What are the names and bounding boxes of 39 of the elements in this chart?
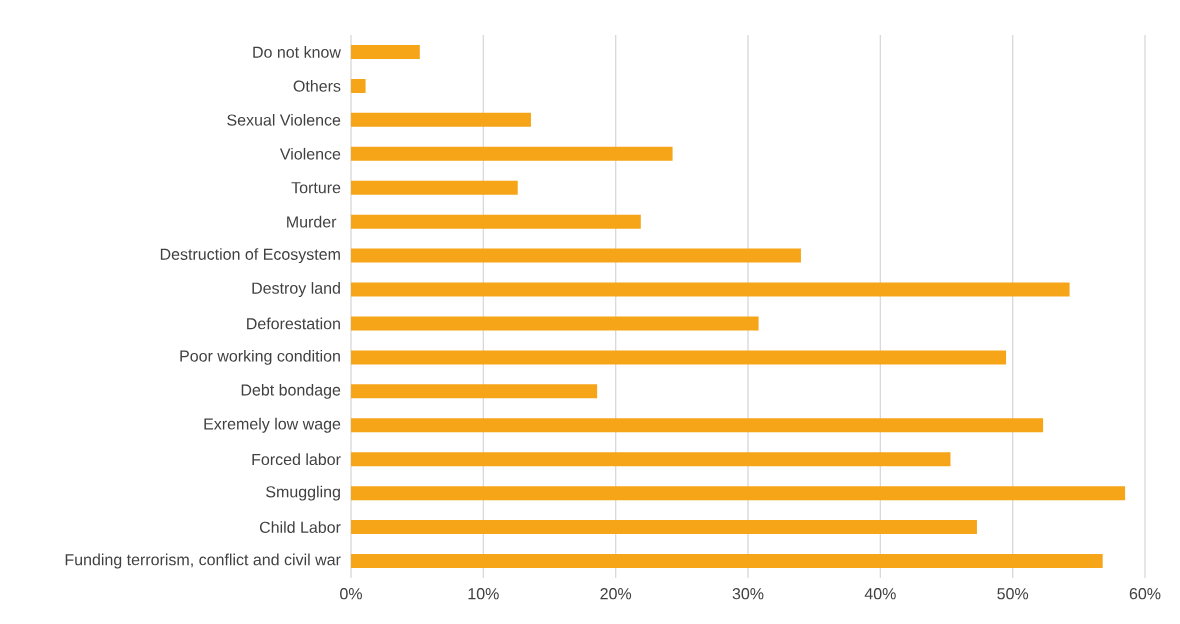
x-tick-label: 10% (468, 588, 499, 600)
y-tick-label: Violence (279, 147, 341, 160)
y-tick-label: Torture (291, 182, 341, 194)
y-tick-label: Child Labor (259, 521, 341, 533)
bar (351, 486, 1126, 501)
bar (351, 44, 420, 59)
x-tick-label: 60% (1129, 588, 1161, 600)
y-tick-label: Funding terrorism, conflict and civil war (65, 553, 341, 569)
y-tick-label: Debt bondage (241, 383, 341, 399)
y-tick-label: Poor working condition (180, 349, 340, 365)
y-tick-label: Others (293, 80, 341, 92)
x-tick-label: 0% (340, 588, 362, 600)
y-tick-label: Smuggling (266, 485, 340, 501)
bar (351, 146, 673, 161)
x-tick-label: 20% (600, 588, 632, 600)
bar (351, 78, 366, 93)
bar (351, 282, 1070, 297)
bar (351, 180, 518, 195)
bar (351, 248, 801, 263)
bar (351, 384, 598, 399)
bar (351, 112, 531, 127)
y-tick-label: Forced labor (252, 453, 341, 466)
y-tick-label: Deforestation (247, 317, 340, 330)
y-tick-label: Destruction of Ecosystem (160, 248, 340, 264)
x-tick-label: 50% (997, 588, 1029, 600)
bar (351, 350, 1007, 365)
y-tick-label: Do not know (253, 46, 341, 58)
bar (351, 316, 759, 331)
bar (351, 452, 951, 467)
bar (351, 554, 1103, 569)
bar (351, 520, 977, 535)
y-tick-label: Sexual Violence (227, 113, 341, 126)
x-tick-label: 40% (864, 588, 896, 600)
y-tick-label: Exremely low wage (204, 417, 341, 433)
y-tick-label: Murder (287, 215, 337, 228)
x-tick-label: 30% (732, 588, 764, 600)
bar (351, 418, 1044, 433)
y-tick-label: Destroy land (252, 282, 340, 297)
bar (351, 214, 641, 229)
